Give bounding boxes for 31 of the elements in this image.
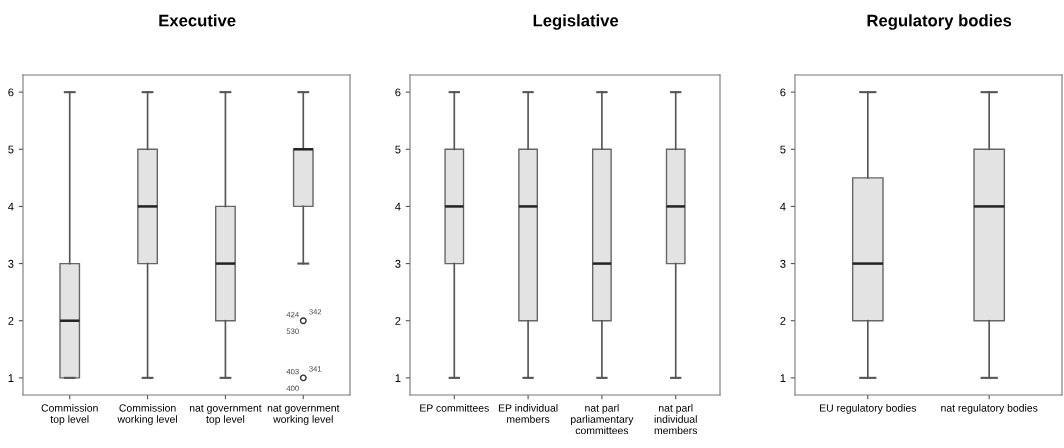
x-tick-label: EP committees bbox=[420, 404, 489, 412]
x-tick-label: nat parl individual members bbox=[654, 404, 698, 435]
chart-title: Regulatory bodies bbox=[867, 14, 1012, 30]
x-tick-label: Commission top level bbox=[41, 404, 98, 425]
y-tick-label: 3 bbox=[8, 259, 14, 268]
y-tick-label: 1 bbox=[780, 374, 786, 382]
x-tick-label: EU regulatory bodies bbox=[820, 404, 917, 414]
chart-title: Executive bbox=[159, 14, 236, 27]
y-tick-label: 1 bbox=[395, 374, 401, 382]
y-tick-label: 6 bbox=[780, 88, 786, 97]
y-tick-label: 4 bbox=[780, 202, 786, 211]
x-tick-label: Commission working level bbox=[117, 404, 177, 425]
y-tick-label: 3 bbox=[395, 259, 401, 268]
y-tick-label: 2 bbox=[395, 316, 401, 325]
y-tick-label: 6 bbox=[395, 88, 401, 97]
y-tick-label: 2 bbox=[8, 316, 14, 325]
x-tick-label: EP individual members bbox=[498, 404, 558, 423]
y-tick-label: 2 bbox=[780, 316, 786, 325]
y-tick-label: 4 bbox=[395, 202, 401, 211]
y-tick-label: 6 bbox=[8, 88, 14, 97]
chart-title: Legislative bbox=[533, 14, 619, 30]
x-tick-label: nat regulatory bodies bbox=[941, 404, 1038, 414]
x-tick-label: nat government working level bbox=[267, 404, 340, 425]
y-tick-label: 3 bbox=[780, 259, 786, 268]
x-tick-label: nat government top level bbox=[189, 404, 262, 425]
y-tick-label: 4 bbox=[8, 202, 14, 211]
y-tick-label: 5 bbox=[8, 145, 14, 154]
y-tick-label: 5 bbox=[395, 145, 401, 154]
y-tick-label: 5 bbox=[780, 145, 786, 154]
x-tick-label: nat parl parliamentary committees bbox=[571, 404, 634, 435]
y-tick-label: 1 bbox=[8, 374, 14, 382]
